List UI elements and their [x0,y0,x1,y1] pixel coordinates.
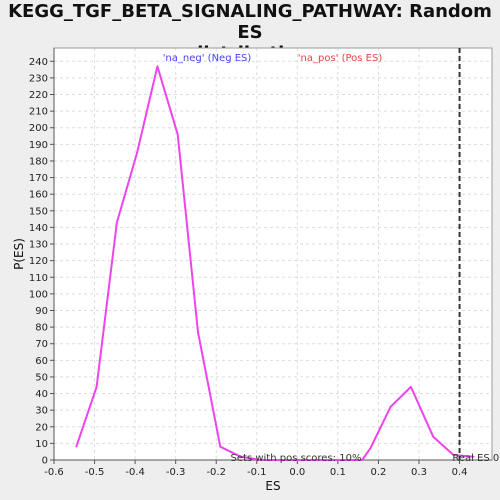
pos-scores-annotation: Sets with pos scores: 10% [231,453,362,464]
data-point [197,331,199,333]
real-es-label: Real ES 0.4 [452,453,500,464]
data-point [452,454,455,456]
y-tick-label-19: 190 [29,140,48,151]
data-point [260,459,262,461]
data-point [389,406,392,408]
y-tick-label-23: 230 [29,73,48,84]
data-point [176,133,179,136]
data-point [156,65,159,68]
y-tick-label-10: 100 [29,289,48,300]
y-tick-label-24: 240 [29,57,48,68]
y-tick-label-14: 140 [29,223,48,234]
data-point [369,447,372,450]
y-tick-label-8: 80 [35,323,48,334]
y-axis-title: P(ES) [12,238,26,270]
y-tick-label-13: 130 [29,240,48,251]
x-tick-label-7: 0.1 [330,467,346,478]
y-tick-label-6: 60 [35,356,48,367]
x-tick-label-1: -0.5 [85,467,105,478]
x-tick-label-0: -0.6 [44,467,64,478]
series-layer [75,65,475,461]
y-tick-label-3: 30 [35,406,48,417]
x-axis-title: ES [265,479,280,493]
x-tick-label-5: -0.1 [247,467,267,478]
data-point [472,455,475,458]
y-tick-label-17: 170 [29,173,48,184]
legend-neg-es: 'na_neg' (Neg ES) [163,53,252,64]
y-tick-label-18: 180 [29,156,48,167]
data-point [320,459,323,461]
y-tick-label-16: 160 [29,190,48,201]
x-tick-label-2: -0.4 [125,467,145,478]
chart-title-line-1: KEGG_TGF_BETA_SIGNALING_PATHWAY: Random … [8,1,492,43]
y-tick-label-5: 50 [35,372,48,383]
y-tick-label-12: 120 [29,256,48,267]
data-point [136,151,138,154]
data-point [95,386,98,388]
y-tick-label-21: 210 [29,107,48,118]
x-tick-label-9: 0.3 [411,467,427,478]
data-point [219,445,222,448]
data-point [410,386,412,388]
y-tick-label-1: 10 [35,439,48,450]
data-point [75,445,78,448]
x-tick-label-3: -0.3 [166,467,186,478]
plot-area [54,48,492,460]
tick-labels: -0.6 -0.5 -0.4 -0.3 -0.2 -0.1 0.0 0.1 0.2 0.3 0.4 0… [29,57,468,478]
data-point [239,455,242,458]
data-point [300,459,303,461]
y-tick-label-22: 220 [29,90,48,101]
legend-pos-es: 'na_pos' (Pos ES) [298,53,383,64]
data-point [432,435,434,438]
data-point [116,221,118,224]
data-point [341,459,343,461]
x-tick-label-10: 0.4 [452,467,468,478]
y-tick-label-11: 110 [29,273,48,284]
y-tick-label-9: 90 [35,306,48,317]
x-tick-label-4: -0.2 [206,467,226,478]
y-tick-label-20: 200 [29,123,48,134]
y-tick-label-0: 0 [42,456,48,467]
data-point [280,459,282,461]
x-tick-label-8: 0.2 [370,467,386,478]
x-tick-label-6: 0.0 [289,467,305,478]
y-tick-label-4: 40 [35,389,48,400]
y-tick-label-2: 20 [35,422,48,433]
y-tick-label-15: 150 [29,206,48,217]
y-tick-label-7: 70 [35,339,48,350]
data-point [361,459,364,461]
